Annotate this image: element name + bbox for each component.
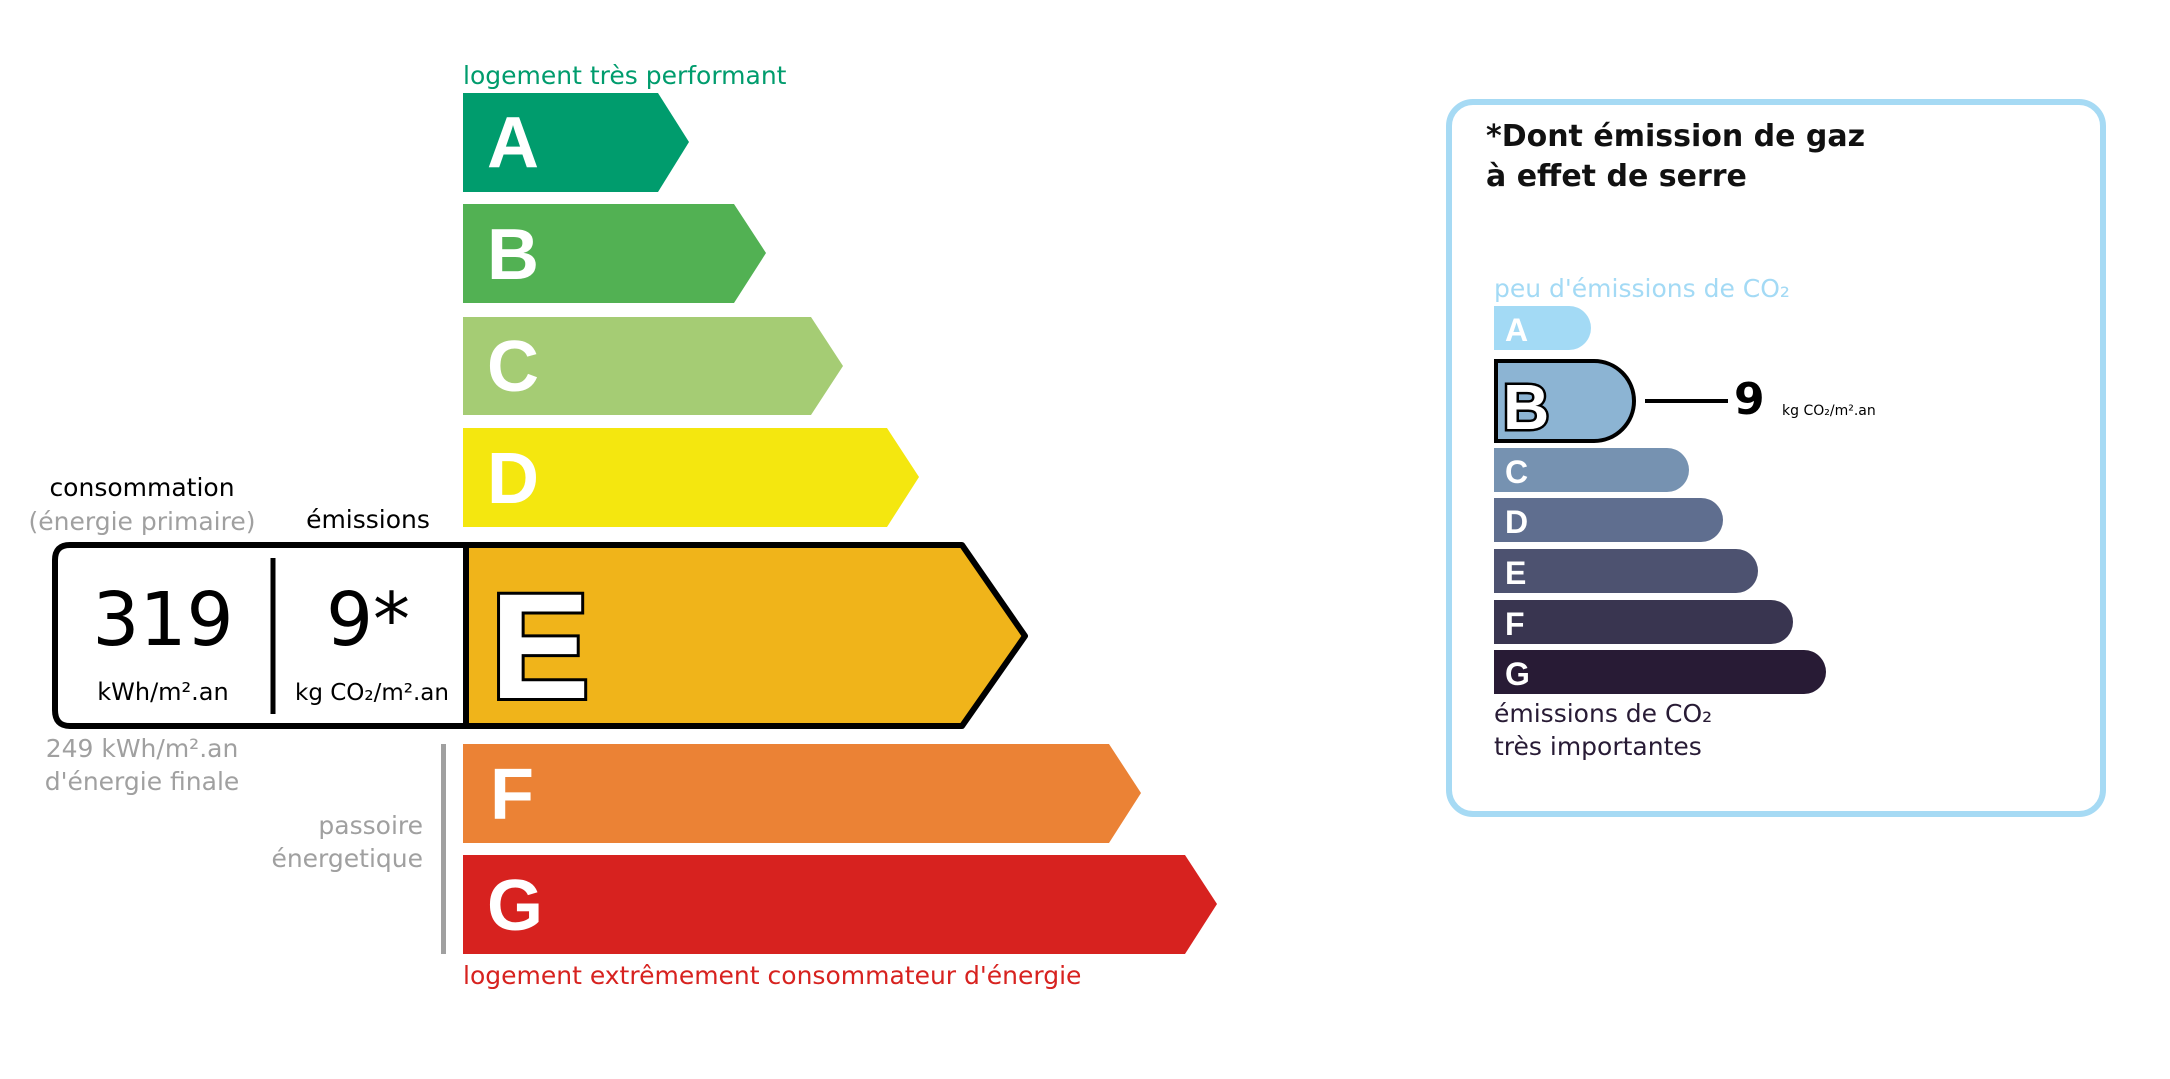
ghg-bar-b-current: B 9 kg CO₂/m².an bbox=[1494, 359, 1876, 446]
ghg-title-line1: *Dont émission de gaz bbox=[1486, 119, 1865, 154]
consumption-unit: kWh/m².an bbox=[97, 678, 228, 706]
energy-bar-d: D bbox=[463, 428, 919, 527]
ghg-bar-d: D bbox=[1494, 498, 1723, 542]
energy-letter-c: C bbox=[487, 327, 539, 407]
passoire-label-line2: énergetique bbox=[271, 844, 423, 873]
ghg-letter-f: F bbox=[1505, 606, 1525, 642]
ghg-bar-a-shape bbox=[1494, 306, 1591, 350]
energy-bar-g: G bbox=[463, 855, 1217, 954]
consumption-heading: consommation bbox=[49, 473, 234, 502]
ghg-unit: kg CO₂/m².an bbox=[1782, 403, 1876, 419]
ghg-bar-a: A bbox=[1494, 306, 1591, 350]
consumption-subheading: (énergie primaire) bbox=[29, 507, 256, 536]
ghg-title-line2: à effet de serre bbox=[1486, 159, 1747, 194]
energy-bar-f: F bbox=[463, 744, 1141, 843]
emissions-unit: kg CO₂/m².an bbox=[295, 680, 449, 706]
ghg-letter-g: G bbox=[1505, 656, 1530, 692]
energy-bar-c-shape bbox=[463, 317, 843, 415]
ghg-letter-a: A bbox=[1505, 312, 1528, 348]
ghg-bar-c: C bbox=[1494, 448, 1689, 492]
energy-letter-d: D bbox=[487, 439, 539, 519]
consumption-value: 319 bbox=[92, 577, 233, 663]
energy-bar-g-shape bbox=[463, 855, 1217, 954]
final-energy-label: d'énergie finale bbox=[45, 767, 240, 796]
energy-bar-c: C bbox=[463, 317, 843, 415]
ghg-bar-f: F bbox=[1494, 600, 1793, 644]
ghg-top-label: peu d'émissions de CO₂ bbox=[1494, 274, 1790, 303]
energy-letter-a: A bbox=[487, 103, 539, 183]
ghg-bar-d-shape bbox=[1494, 498, 1723, 542]
energy-bar-f-shape bbox=[463, 744, 1141, 843]
ghg-bar-f-shape bbox=[1494, 600, 1793, 644]
emissions-value: 9* bbox=[326, 577, 410, 663]
energy-letter-g: G bbox=[487, 866, 543, 946]
energy-bar-a: A bbox=[463, 93, 689, 192]
ghg-bar-e: E bbox=[1494, 549, 1758, 593]
ghg-bar-e-shape bbox=[1494, 549, 1758, 593]
ghg-bottom-label-line2: très importantes bbox=[1494, 732, 1702, 761]
ghg-bar-g-shape bbox=[1494, 650, 1826, 694]
energy-bar-e-current: E 319 kWh/m².an 9* kg CO₂/m².an bbox=[52, 542, 1028, 733]
passoire-bracket bbox=[441, 744, 446, 954]
final-energy-value: 249 kWh/m².an bbox=[46, 734, 239, 763]
ghg-bar-b-shape bbox=[1494, 359, 1636, 443]
ghg-letter-b: B bbox=[1503, 371, 1549, 443]
ghg-bottom-label-line1: émissions de CO₂ bbox=[1494, 699, 1712, 728]
value-box bbox=[52, 542, 469, 729]
energy-letter-b: B bbox=[487, 215, 539, 295]
ghg-letter-c: C bbox=[1505, 454, 1528, 490]
passoire-label-line1: passoire bbox=[318, 811, 423, 840]
energy-top-label: logement très performant bbox=[463, 61, 787, 90]
energy-bottom-label: logement extrêmement consommateur d'éner… bbox=[463, 961, 1081, 990]
energy-bar-e-shape bbox=[463, 542, 1028, 729]
ghg-bar-g: G bbox=[1494, 650, 1826, 694]
energy-letter-f: F bbox=[490, 755, 534, 835]
ghg-letter-e: E bbox=[1505, 555, 1526, 591]
ghg-value: 9 bbox=[1734, 374, 1765, 425]
energy-letter-e: E bbox=[490, 562, 590, 730]
energy-bar-b-shape bbox=[463, 204, 766, 303]
energy-bar-a-shape bbox=[463, 93, 689, 192]
ghg-letter-d: D bbox=[1505, 504, 1528, 540]
ghg-bar-c-shape bbox=[1494, 448, 1689, 492]
energy-bar-b: B bbox=[463, 204, 766, 303]
energy-bar-d-shape bbox=[463, 428, 919, 527]
emissions-heading: émissions bbox=[306, 505, 430, 534]
